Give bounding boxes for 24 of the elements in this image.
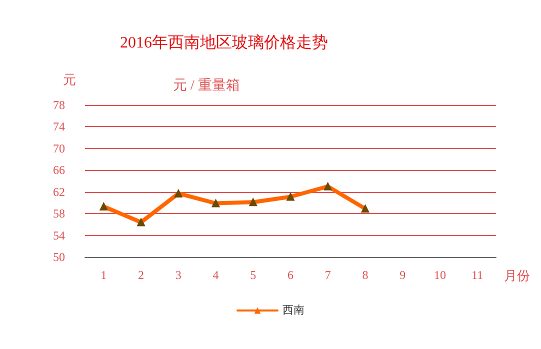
y-tick-label: 66 [53, 163, 65, 178]
x-tick-label: 8 [362, 268, 368, 282]
y-tick-label: 74 [53, 120, 65, 134]
y-axis-title: 元 [63, 72, 76, 87]
y-tick-label: 62 [53, 184, 65, 199]
x-axis-title: 月份 [504, 268, 530, 283]
y-tick-label: 58 [53, 206, 65, 221]
x-tick-label: 6 [288, 268, 294, 282]
x-tick-label: 9 [400, 268, 406, 282]
x-tick-label: 5 [250, 268, 256, 282]
y-tick-label: 50 [53, 250, 65, 264]
x-tick-label: 1 [100, 268, 107, 282]
x-tick-label: 10 [434, 268, 446, 282]
x-tick-label: 11 [472, 268, 484, 282]
legend-label: 西南 [282, 304, 304, 316]
x-tick-label: 7 [324, 268, 331, 282]
y-tick-label: 54 [53, 228, 65, 242]
x-tick-label: 3 [175, 268, 182, 282]
chart-title: 2016年西南地区玻璃价格走势 [120, 34, 328, 52]
chart-subtitle: 元 / 重量箱 [173, 78, 240, 94]
x-tick-label: 4 [212, 268, 219, 282]
y-tick-label: 78 [53, 98, 65, 112]
x-tick-label: 2 [138, 268, 144, 282]
y-tick-label: 70 [53, 141, 65, 156]
